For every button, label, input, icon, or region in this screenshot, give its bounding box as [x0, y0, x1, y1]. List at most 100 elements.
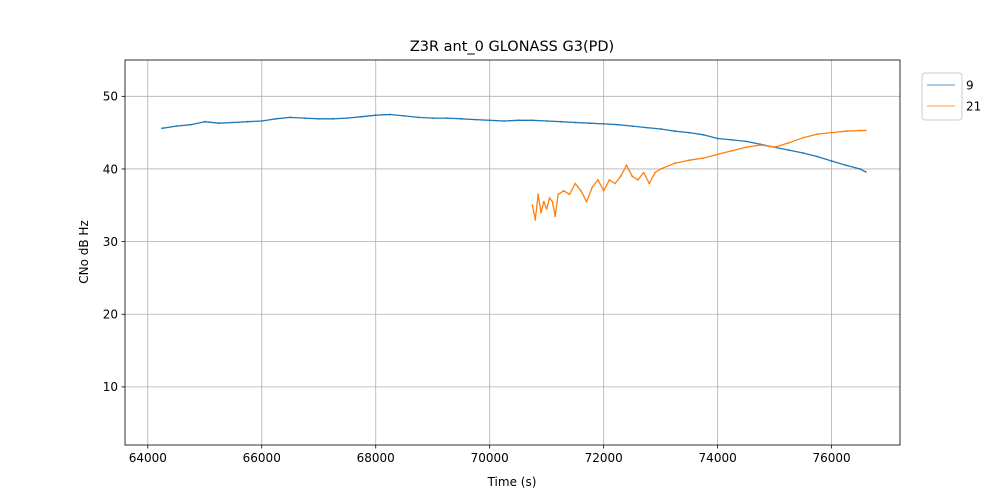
data-point-series-9: [802, 152, 804, 154]
data-point-series-9: [845, 164, 847, 167]
data-point-series-21: [659, 168, 662, 170]
data-point-series-21: [554, 215, 557, 218]
data-point-series-9: [674, 130, 676, 133]
data-point-series-21: [773, 146, 776, 149]
data-point-series-21: [551, 200, 554, 203]
data-point-series-21: [759, 144, 762, 146]
data-point-series-21: [619, 175, 622, 178]
data-point-series-21: [568, 193, 571, 196]
x-tick-label: 70000: [471, 451, 509, 465]
data-point-series-21: [688, 159, 691, 162]
y-tick-label: 10: [103, 380, 118, 394]
legend: 9 21: [921, 72, 981, 121]
data-point-series-21: [845, 130, 847, 133]
plot-area-frame: [124, 59, 901, 446]
data-point-series-21: [534, 218, 537, 221]
data-point-series-9: [588, 122, 591, 125]
data-point-series-9: [246, 120, 249, 123]
data-point-series-9: [303, 117, 306, 119]
data-point-series-9: [531, 119, 534, 122]
chart-title: Z3R ant_0 GLONASS G3(PD): [410, 39, 614, 55]
data-point-series-9: [161, 127, 163, 130]
data-point-series-21: [859, 129, 861, 132]
x-tick-label: 72000: [585, 451, 623, 465]
data-point-series-9: [175, 125, 178, 127]
data-point-series-21: [537, 193, 539, 196]
data-point-series-21: [745, 146, 747, 149]
data-point-series-9: [645, 126, 648, 129]
data-point-series-9: [731, 139, 733, 141]
x-tick-label: 68000: [357, 451, 395, 465]
data-point-series-9: [374, 114, 377, 117]
y-axis-label: CNo dB Hz: [77, 220, 91, 284]
data-point-series-21: [654, 171, 656, 174]
data-point-series-21: [540, 211, 542, 214]
legend-label-series-21: 21: [966, 100, 981, 114]
data-point-series-9: [460, 117, 463, 120]
data-point-series-21: [716, 153, 719, 156]
data-point-series-21: [562, 189, 565, 192]
legend-box: [921, 72, 963, 121]
data-point-series-9: [517, 119, 520, 122]
data-point-series-9: [702, 133, 705, 136]
y-tick-label: 50: [103, 90, 118, 104]
data-point-series-9: [488, 119, 491, 122]
data-point-series-21: [864, 129, 867, 132]
data-point-series-21: [631, 175, 634, 178]
y-tick-label: 40: [103, 162, 118, 176]
data-point-series-9: [389, 113, 391, 116]
data-point-series-9: [659, 128, 662, 130]
data-point-series-9: [560, 120, 562, 123]
data-point-series-9: [203, 120, 206, 123]
data-point-series-9: [602, 123, 605, 125]
x-axis-label: Time (s): [487, 475, 537, 489]
data-point-series-21: [580, 189, 582, 192]
data-point-series-9: [346, 117, 349, 119]
data-point-series-9: [275, 117, 277, 120]
series-line-21: [531, 129, 866, 221]
data-point-series-9: [474, 118, 477, 121]
x-tick-label: 76000: [813, 451, 851, 465]
data-point-series-21: [674, 162, 676, 165]
data-point-series-21: [608, 179, 611, 181]
data-point-series-9: [688, 131, 691, 134]
data-point-series-21: [648, 182, 651, 185]
data-point-series-9: [788, 149, 790, 152]
data-point-series-9: [745, 140, 747, 143]
data-point-series-9: [189, 123, 192, 126]
data-point-series-9: [431, 117, 434, 119]
data-point-series-9: [403, 115, 406, 117]
grid: [125, 60, 900, 445]
data-point-series-21: [830, 131, 833, 134]
data-point-series-21: [816, 133, 819, 136]
data-point-series-21: [585, 200, 588, 203]
data-point-series-21: [731, 149, 733, 152]
data-point-series-21: [548, 197, 551, 199]
data-point-series-9: [545, 120, 548, 122]
data-point-series-9: [260, 120, 263, 122]
x-tick-label: 74000: [699, 451, 737, 465]
data-point-series-9: [617, 123, 619, 126]
data-point-series-21: [545, 208, 548, 210]
x-tick-label: 66000: [243, 451, 281, 465]
data-point-series-9: [716, 137, 719, 140]
series-lines: [161, 113, 867, 221]
data-point-series-21: [542, 200, 545, 203]
data-point-series-9: [360, 115, 363, 118]
data-point-series-9: [232, 121, 235, 124]
data-point-series-21: [597, 179, 599, 181]
data-point-series-21: [531, 204, 534, 207]
x-tick-label: 64000: [129, 451, 167, 465]
data-point-series-21: [625, 164, 628, 167]
y-tick-label: 20: [103, 308, 118, 322]
data-point-series-21: [788, 141, 790, 144]
data-point-series-9: [631, 125, 634, 127]
data-point-series-9: [218, 122, 220, 125]
data-point-series-21: [591, 186, 594, 189]
data-point-series-9: [417, 116, 420, 119]
data-point-series-9: [574, 121, 577, 124]
data-point-series-21: [637, 179, 639, 181]
data-point-series-9: [446, 117, 448, 119]
